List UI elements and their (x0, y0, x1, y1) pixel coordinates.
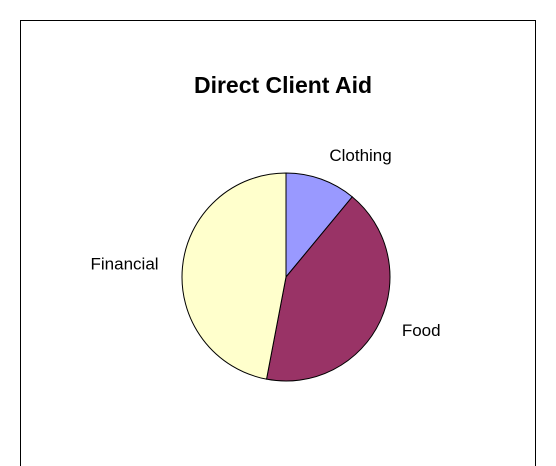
chart-frame (20, 20, 536, 466)
slice-label: Clothing (329, 146, 391, 165)
slice-label: Food (402, 321, 441, 340)
pie-slice (265, 196, 391, 382)
pie-slice (285, 172, 353, 279)
slice-label: Financial (91, 254, 159, 273)
pie-slice (181, 172, 287, 380)
chart-title: Direct Client Aid (194, 72, 372, 98)
